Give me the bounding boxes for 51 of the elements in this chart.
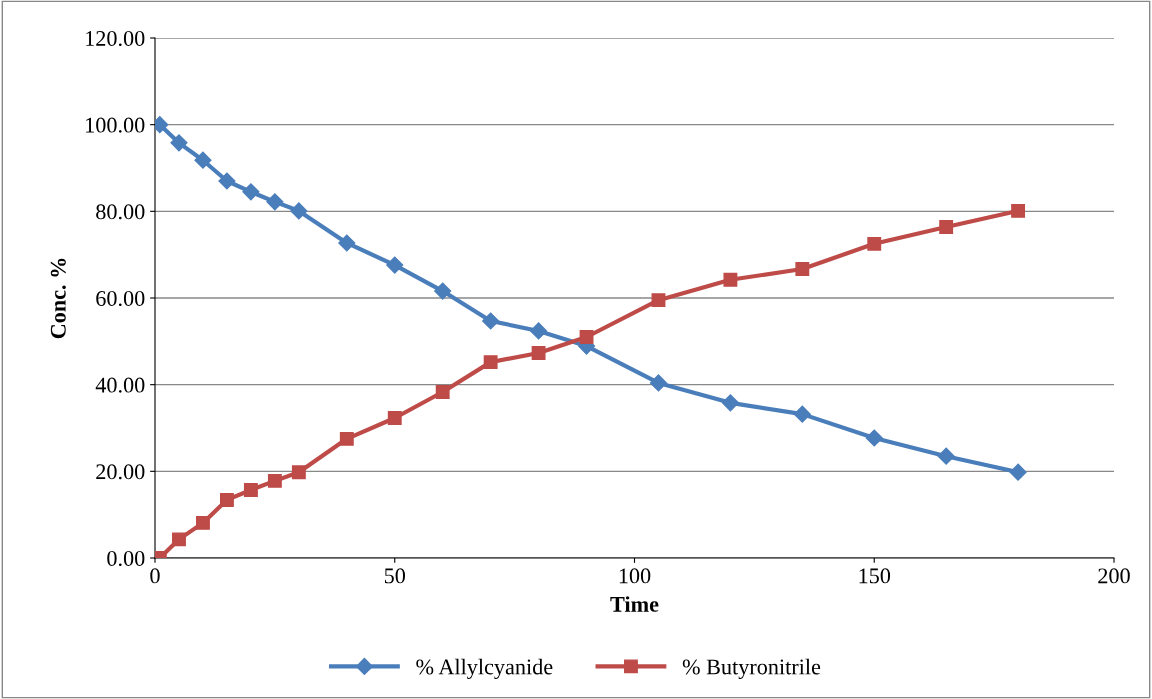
point [338,234,356,252]
point [290,202,308,220]
point [172,532,186,547]
point [939,219,954,234]
legend-label: % Allylcyanide [416,658,553,679]
y-tick-label: 100.00 [86,117,145,133]
point [867,236,882,251]
point [242,183,260,201]
point [651,293,666,308]
x-tick-label: 150 [859,568,891,584]
point [579,330,594,344]
point [219,492,234,507]
point [721,394,739,412]
point [865,429,883,447]
point [243,483,258,497]
y-tick-label: 60.00 [96,290,145,307]
point [266,193,284,211]
point [793,405,811,423]
point [723,272,738,287]
point [170,134,188,152]
y-tick-label: 0.00 [107,550,145,567]
y-axis-title: Conc. % [50,258,66,339]
x-tick-label: 0 [150,568,160,584]
point [194,151,212,169]
point [291,465,306,480]
x-tick-label: 50 [384,568,406,584]
point [531,346,546,360]
y-tick-label: 80.00 [96,204,145,220]
point [267,473,282,488]
x-axis-title: Time [610,596,659,612]
point [339,431,354,446]
point [1009,463,1027,481]
point [1011,203,1026,218]
point [386,256,404,274]
y-tick-label: 40.00 [95,377,145,393]
point [482,312,500,330]
point [434,282,452,300]
y-tick-label: 20.00 [96,464,145,480]
y-tick-label: 120.00 [86,30,145,47]
legend-label: % Butyronitrile [682,658,821,679]
x-tick-label: 200 [1098,568,1130,584]
point [196,515,210,530]
point [483,355,498,370]
point [649,374,668,392]
point [218,172,236,190]
point [435,385,450,399]
point [530,322,548,340]
point [795,262,810,276]
point [387,411,402,425]
x-tick-label: 100 [619,568,651,584]
point [937,447,955,465]
